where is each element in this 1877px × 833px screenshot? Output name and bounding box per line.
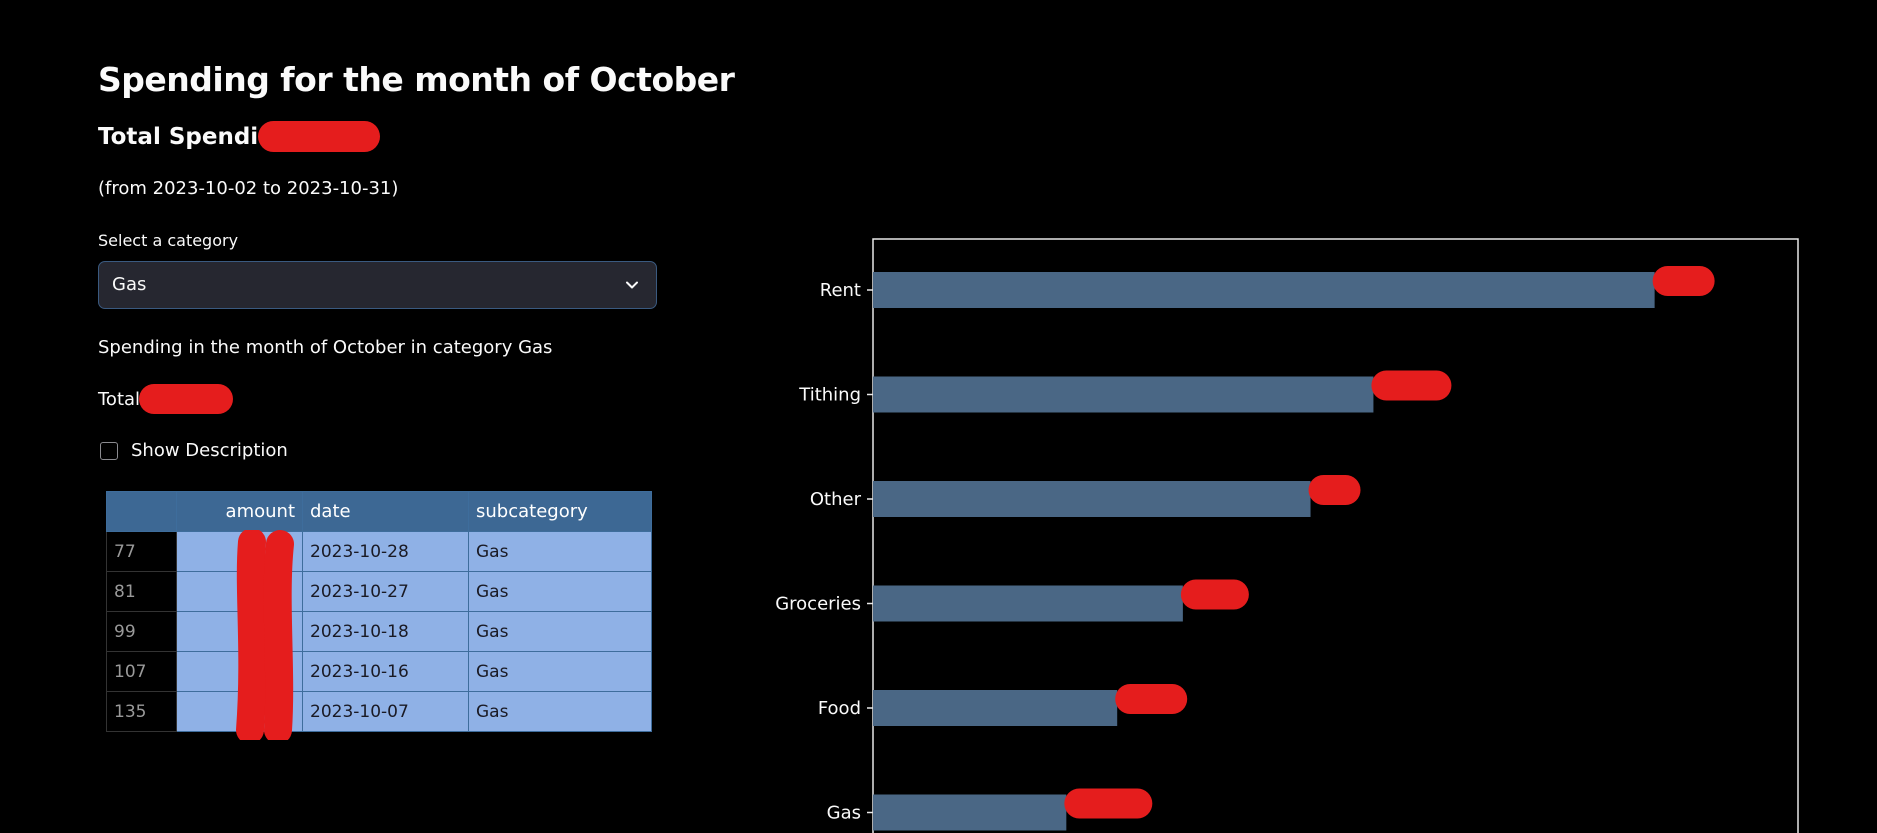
subcategory-cell[interactable]: Gas [468,611,652,652]
category-caption: Spending in the month of October in cate… [98,337,553,358]
y-tick-label: Other [810,489,862,510]
redacted-category-total [139,384,233,414]
redacted-total-spending [258,121,380,152]
y-tick-label: Gas [827,803,861,824]
y-tick-label: Tithing [798,385,861,406]
redacted-data-label [1652,266,1715,296]
y-tick-label: Rent [820,280,861,301]
category-total-label: Total [98,389,141,410]
date-range-text: (from 2023-10-02 to 2023-10-31) [98,178,399,199]
date-header[interactable]: date [302,491,469,532]
subcategory-header[interactable]: subcategory [468,491,652,532]
amount-header[interactable]: amount [176,491,303,532]
index-header[interactable] [106,491,177,532]
row-index: 81 [106,571,177,612]
subcategory-cell[interactable]: Gas [468,531,652,572]
show-description-checkbox[interactable] [100,441,118,460]
row-index: 107 [106,651,177,692]
bar-gas [873,794,1067,831]
date-cell[interactable]: 2023-10-27 [302,571,469,612]
bar-food [873,690,1118,726]
show-description-checkbox-row[interactable]: Show Description [100,440,288,461]
row-index: 99 [106,611,177,652]
subcategory-cell[interactable]: Gas [468,691,652,732]
page-title: Spending for the month of October [98,60,735,99]
row-index: 135 [106,691,177,732]
category-select-label: Select a category [98,231,239,250]
bar-rent [873,272,1655,308]
category-select-value: Gas [112,274,147,295]
date-cell[interactable]: 2023-10-18 [302,611,469,652]
redacted-data-label [1371,370,1452,401]
redacted-data-label [1064,788,1153,819]
category-select[interactable]: Gas [98,261,657,309]
redacted-data-label [1115,684,1188,714]
redacted-data-label [1180,579,1249,610]
bar-groceries [873,585,1183,622]
date-cell[interactable]: 2023-10-07 [302,691,469,732]
plot-frame [872,238,1799,833]
row-index: 77 [106,531,177,572]
subcategory-cell[interactable]: Gas [468,651,652,692]
redacted-amount-column [236,530,294,740]
bar-other [873,481,1311,517]
y-tick-label: Food [818,698,861,719]
date-cell[interactable]: 2023-10-16 [302,651,469,692]
y-tick-label: Groceries [775,594,861,615]
chevron-down-icon [626,281,638,289]
table-header-row: amount date subcategory [106,491,652,532]
subcategory-cell[interactable]: Gas [468,571,652,612]
redacted-data-label [1308,475,1361,505]
show-description-label: Show Description [131,440,288,461]
date-cell[interactable]: 2023-10-28 [302,531,469,572]
bar-tithing [873,376,1374,413]
